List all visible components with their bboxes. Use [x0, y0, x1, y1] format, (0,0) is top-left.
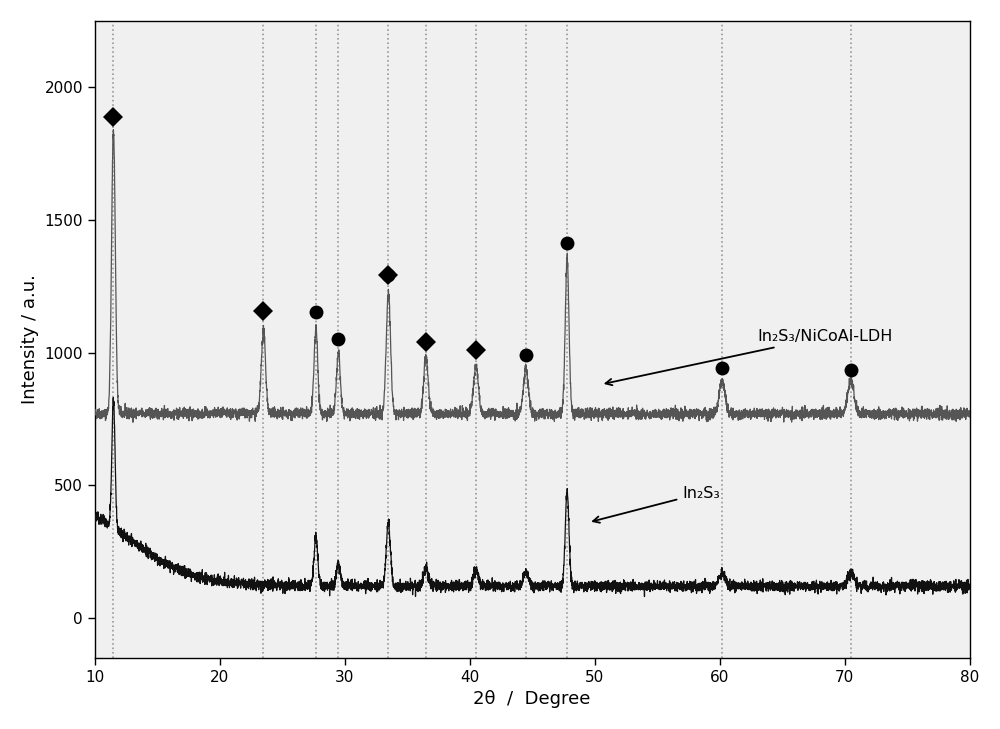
Text: In₂S₃/NiCoAl-LDH: In₂S₃/NiCoAl-LDH [606, 330, 892, 385]
Text: In₂S₃: In₂S₃ [593, 486, 720, 523]
Y-axis label: Intensity / a.u.: Intensity / a.u. [21, 274, 39, 405]
X-axis label: 2θ  /  Degree: 2θ / Degree [473, 690, 591, 708]
